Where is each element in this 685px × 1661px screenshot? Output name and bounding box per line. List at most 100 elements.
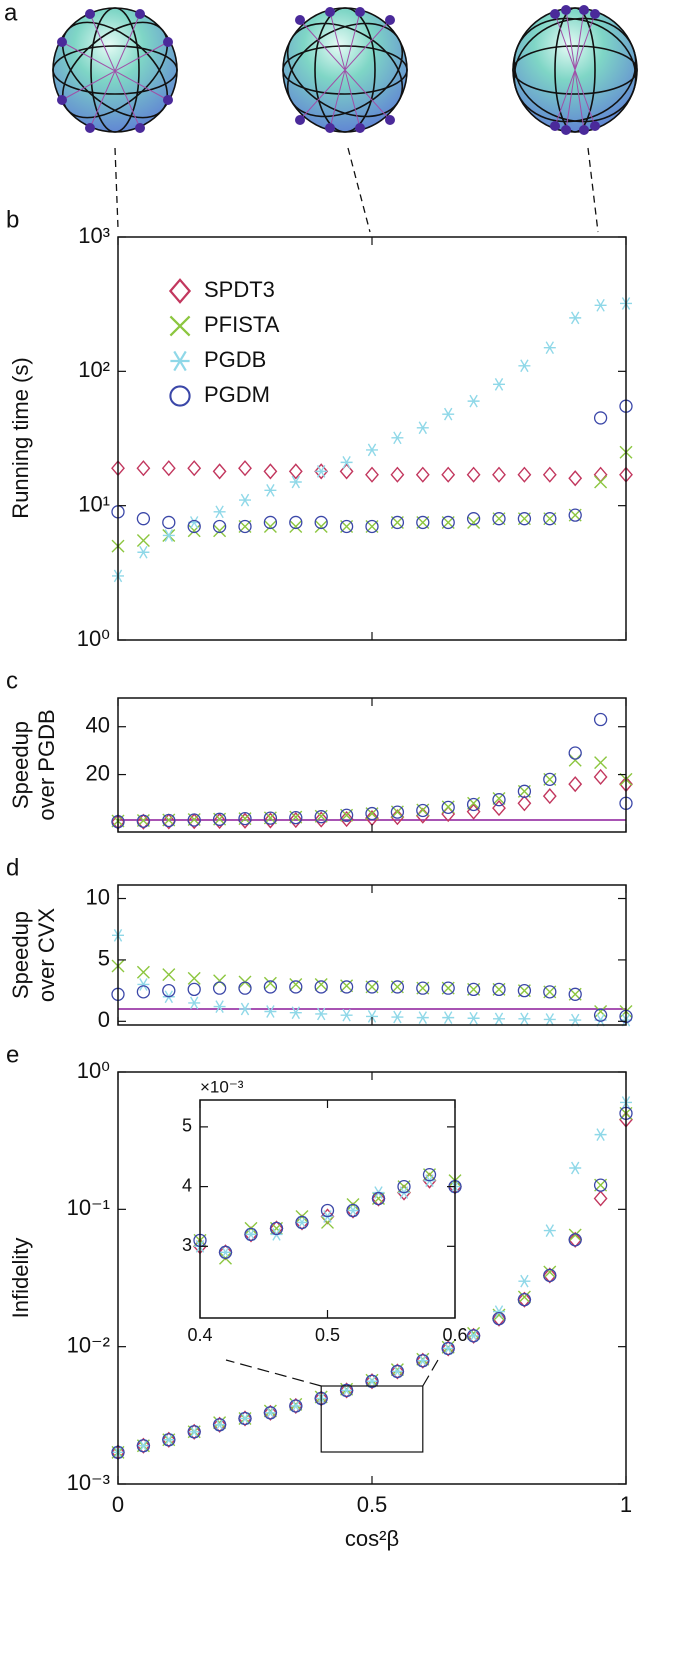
- point: [543, 512, 557, 526]
- point: [162, 813, 176, 828]
- point: [212, 1416, 227, 1433]
- panel-label: d: [6, 854, 19, 881]
- point: [391, 1365, 404, 1378]
- point: [466, 512, 481, 526]
- point: [136, 1439, 151, 1453]
- point: [492, 982, 506, 997]
- point: [568, 508, 582, 522]
- plot-background: [118, 698, 626, 832]
- point: [162, 983, 176, 998]
- point: [212, 1418, 227, 1432]
- point: [517, 1292, 532, 1307]
- panel-label: b: [6, 206, 19, 233]
- point: [517, 1291, 532, 1308]
- point: [390, 1363, 404, 1377]
- point: [492, 799, 506, 817]
- y-tick-label: 3: [182, 1235, 192, 1255]
- point: [339, 463, 354, 480]
- point: [518, 1012, 531, 1026]
- point: [568, 1228, 582, 1242]
- point: [238, 1411, 252, 1426]
- point: [568, 753, 582, 767]
- connector: [114, 147, 599, 233]
- point: [314, 811, 329, 828]
- y-tick-label: 4: [182, 1175, 192, 1195]
- point: [441, 1340, 456, 1357]
- point: [238, 460, 252, 477]
- plot-background: [118, 885, 626, 1025]
- point: [314, 980, 328, 994]
- point: [594, 756, 608, 770]
- point: [492, 1311, 506, 1326]
- point: [136, 534, 150, 548]
- point: [493, 1012, 505, 1026]
- point: [441, 800, 455, 815]
- point: [543, 985, 557, 999]
- x-tick-label: 0.6: [442, 1325, 467, 1345]
- point: [467, 1011, 480, 1025]
- point: [543, 1265, 557, 1279]
- y-tick-label: 40: [86, 713, 110, 738]
- point: [568, 746, 582, 760]
- point: [213, 1000, 226, 1013]
- point: [315, 465, 328, 478]
- point: [366, 1010, 378, 1023]
- point: [542, 788, 557, 805]
- point: [416, 421, 429, 435]
- point: [466, 982, 481, 997]
- point: [542, 466, 557, 483]
- point: [161, 460, 176, 477]
- point: [569, 1013, 582, 1027]
- x-tick-label: 1: [620, 1492, 632, 1517]
- point: [391, 431, 404, 445]
- point: [493, 377, 505, 391]
- point: [187, 1425, 201, 1439]
- y-tick-label: 5: [182, 1116, 192, 1136]
- point: [263, 463, 278, 480]
- point: [543, 341, 556, 355]
- point: [136, 460, 151, 477]
- point: [568, 470, 583, 487]
- point: [212, 812, 227, 826]
- point: [296, 1216, 308, 1229]
- point: [314, 463, 329, 480]
- point: [263, 1404, 278, 1421]
- point: [238, 519, 252, 534]
- point: [371, 1191, 386, 1206]
- point: [187, 971, 201, 985]
- point: [542, 1267, 557, 1284]
- point: [492, 512, 506, 526]
- point: [442, 1342, 455, 1355]
- y-tick-label: 10⁻²: [67, 1332, 110, 1357]
- point: [238, 811, 252, 826]
- point: [517, 784, 532, 798]
- point: [213, 524, 227, 538]
- legend-marker: [168, 278, 192, 304]
- point: [289, 810, 303, 825]
- point: [213, 974, 227, 988]
- point: [518, 359, 531, 373]
- point: [263, 980, 278, 994]
- y-axis-label: Speedup: [8, 911, 33, 999]
- point: [238, 812, 252, 829]
- point: [137, 978, 150, 991]
- point: [390, 466, 405, 483]
- y-tick-label: 10¹: [78, 491, 110, 516]
- legend-marker: [169, 385, 191, 407]
- point: [264, 1406, 277, 1420]
- point: [397, 1179, 411, 1194]
- y-tick-label: 10³: [78, 223, 110, 248]
- point: [289, 1399, 303, 1413]
- point: [339, 811, 354, 828]
- point: [136, 965, 150, 979]
- point: [365, 466, 379, 483]
- point: [263, 976, 277, 990]
- point: [339, 1382, 354, 1399]
- point: [390, 1364, 405, 1379]
- point: [543, 1268, 557, 1283]
- point: [568, 776, 583, 793]
- point: [371, 1190, 386, 1207]
- point: [263, 812, 278, 829]
- point: [339, 519, 354, 534]
- point: [218, 1244, 233, 1261]
